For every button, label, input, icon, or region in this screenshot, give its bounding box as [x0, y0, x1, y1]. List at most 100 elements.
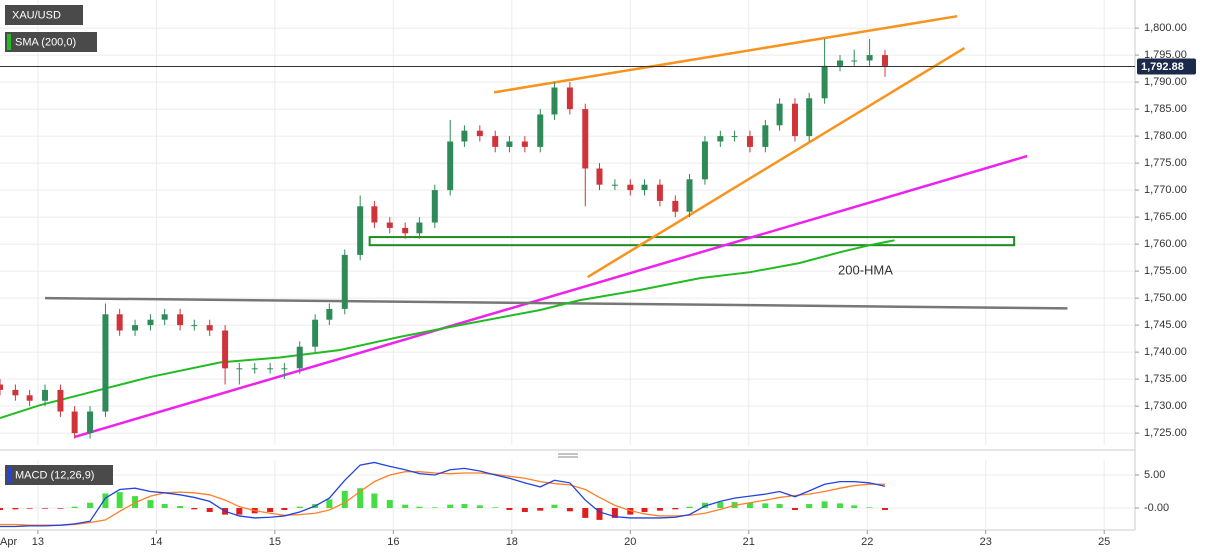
histogram-bar: [686, 506, 693, 509]
candle-body: [431, 190, 438, 223]
candle-body: [776, 103, 783, 126]
annotation: 200-HMA: [838, 262, 893, 277]
signal-line: [0, 471, 886, 526]
candle-body: [57, 389, 64, 412]
y-tick-label: 1,775.00: [1144, 157, 1187, 169]
candle-body: [12, 389, 19, 396]
legend-box[interactable]: [5, 32, 97, 52]
candle-body: [492, 136, 499, 147]
candle-body: [551, 87, 558, 115]
y-tick-label: 1,785.00: [1144, 103, 1187, 115]
sma-line: [0, 239, 895, 419]
candle-body: [222, 330, 229, 369]
legend-box[interactable]: [5, 465, 113, 485]
histogram-bar: [656, 508, 663, 511]
histogram-bar: [402, 504, 409, 509]
histogram-bar: [882, 508, 889, 510]
histogram-bar: [191, 508, 198, 510]
candle-body: [641, 184, 648, 191]
candle-body: [312, 319, 319, 347]
histogram-bar: [776, 504, 783, 509]
candle-body: [402, 227, 409, 234]
legend-symbol: XAU/USD: [12, 9, 61, 21]
histogram-bar: [566, 508, 573, 512]
histogram-bar: [596, 508, 603, 520]
x-tick-label: 23: [980, 536, 992, 548]
x-tick-label: 21: [743, 536, 755, 548]
y-tick-label: 1,800.00: [1144, 22, 1187, 34]
candle-body: [386, 222, 393, 228]
histogram-bar: [416, 506, 423, 509]
candle-body: [596, 168, 603, 185]
histogram-bar: [821, 501, 828, 509]
x-tick-label: 14: [150, 536, 162, 548]
candle-body: [206, 325, 213, 331]
histogram-bar: [71, 506, 78, 509]
candle-body: [762, 125, 769, 147]
candle-body: [686, 179, 693, 212]
histogram-bar: [386, 500, 393, 509]
histogram-bar: [0, 508, 3, 510]
histogram-bar: [506, 508, 513, 510]
candle-body: [882, 55, 889, 66]
y-tick-label: 1,740.00: [1144, 346, 1187, 358]
histogram-bar: [641, 508, 648, 512]
x-tick-label: 13: [32, 536, 44, 548]
y-tick-label: 1,790.00: [1144, 76, 1187, 88]
y-tick-label: 5.00: [1144, 469, 1165, 481]
candle-body: [191, 325, 198, 327]
histogram-bar: [551, 504, 558, 509]
legend-sma: SMA (200,0): [15, 36, 76, 48]
candle-body: [147, 319, 154, 326]
y-tick-label: 1,725.00: [1144, 427, 1187, 439]
candle-body: [461, 130, 468, 142]
candle-body: [866, 55, 873, 61]
histogram-bar: [672, 508, 679, 510]
candle-body: [42, 389, 49, 401]
candle-body: [26, 395, 33, 401]
histogram-bar: [717, 502, 724, 509]
candle-body: [656, 184, 663, 201]
x-tick-label: 15: [269, 536, 281, 548]
trendline: [493, 14, 958, 94]
histogram-bar: [851, 505, 858, 509]
candle-body: [806, 98, 813, 137]
candle-body: [627, 184, 634, 191]
candle-body: [851, 60, 858, 62]
candle-body: [582, 109, 589, 169]
histogram-bar: [267, 508, 274, 512]
histogram-bar: [177, 506, 184, 509]
histogram-bar: [537, 508, 544, 511]
histogram-bar: [746, 502, 753, 509]
histogram-bar: [431, 507, 438, 509]
candle-body: [566, 87, 573, 110]
candle-body: [0, 384, 3, 390]
histogram-bar: [206, 508, 213, 512]
y-tick-label: 1,765.00: [1144, 211, 1187, 223]
y-tick-label: 1,735.00: [1144, 373, 1187, 385]
candle-body: [177, 314, 184, 326]
candle-body: [161, 314, 168, 320]
legend-box[interactable]: [5, 5, 83, 25]
candle-body: [132, 325, 139, 331]
x-tick-label: 16: [387, 536, 399, 548]
candle-body: [296, 346, 303, 369]
histogram-bar: [836, 503, 843, 509]
candle-body: [821, 65, 828, 99]
histogram-bar: [611, 508, 618, 518]
candle-body: [476, 130, 483, 137]
histogram-bar: [147, 500, 154, 509]
candle-body: [521, 141, 528, 147]
histogram-bar: [87, 502, 94, 509]
y-tick-label: 1,750.00: [1144, 292, 1187, 304]
y-tick-label: -0.00: [1144, 502, 1169, 514]
histogram-bar: [12, 508, 19, 510]
histogram-bar: [762, 503, 769, 509]
histogram-bar: [326, 499, 333, 509]
histogram-bar: [582, 508, 589, 518]
legend-macd: MACD (12,26,9): [15, 469, 94, 481]
histogram-bar: [236, 508, 243, 515]
histogram-bar: [42, 508, 49, 509]
candle-body: [611, 184, 618, 186]
candle-body: [236, 368, 243, 370]
